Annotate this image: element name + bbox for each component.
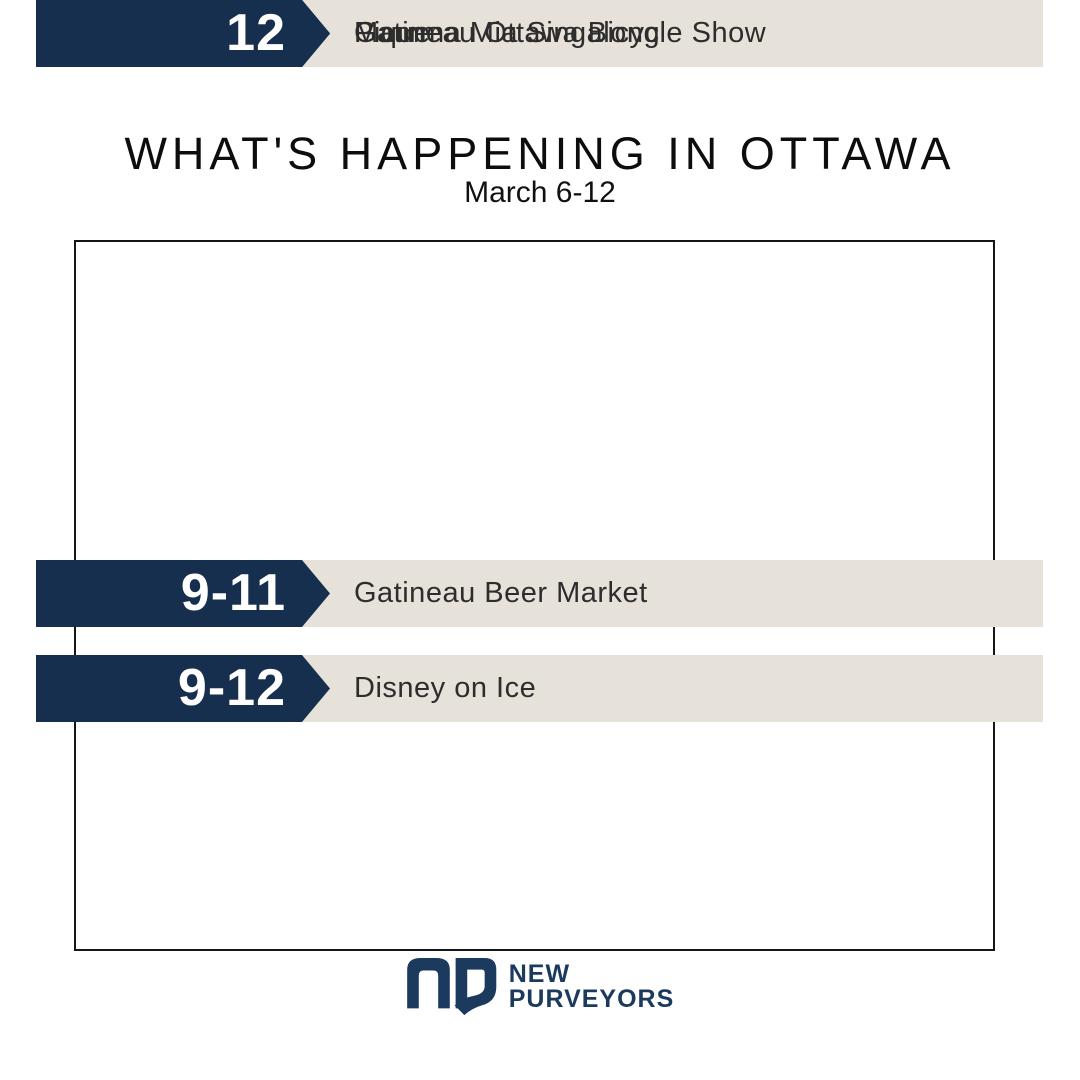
event-row: 9-11 Gatineau Beer Market — [36, 560, 1043, 627]
brand-wordmark-line2: PURVEYORS — [508, 985, 675, 1013]
date-banner-arrow: 12 — [36, 0, 330, 67]
event-row: 12 Mamma Mia Singalong — [36, 0, 1043, 67]
event-dates: 12 — [226, 4, 286, 62]
event-row: 9-12 Disney on Ice — [36, 655, 1043, 722]
np-monogram-icon — [407, 957, 497, 1016]
event-name: Gatineau Ottawa Bicycle Show — [354, 17, 767, 49]
brand-wordmark-line1: NEW — [508, 960, 571, 988]
event-dates: 9-11 — [180, 564, 286, 622]
date-banner-arrow: 9-11 — [36, 560, 330, 627]
event-name: Disney on Ice — [354, 672, 537, 704]
event-name: Gatineau Beer Market — [354, 577, 648, 609]
event-name: Mamma Mia Singalong — [354, 17, 661, 49]
event-name: Pique — [354, 17, 431, 49]
event-bar — [266, 560, 1043, 627]
date-range-subtitle: March 6-12 — [464, 176, 616, 209]
date-banner-arrow: 9-12 — [36, 655, 330, 722]
brand-wordmark: NEW PURVEYORS — [509, 962, 675, 1012]
event-bar — [266, 0, 1043, 67]
brand-logo: NEW PURVEYORS — [406, 956, 675, 1018]
page-title: WHAT'S HAPPENING IN OTTAWA — [124, 128, 956, 179]
event-dates: 9-12 — [177, 659, 286, 717]
event-bar — [266, 655, 1043, 722]
